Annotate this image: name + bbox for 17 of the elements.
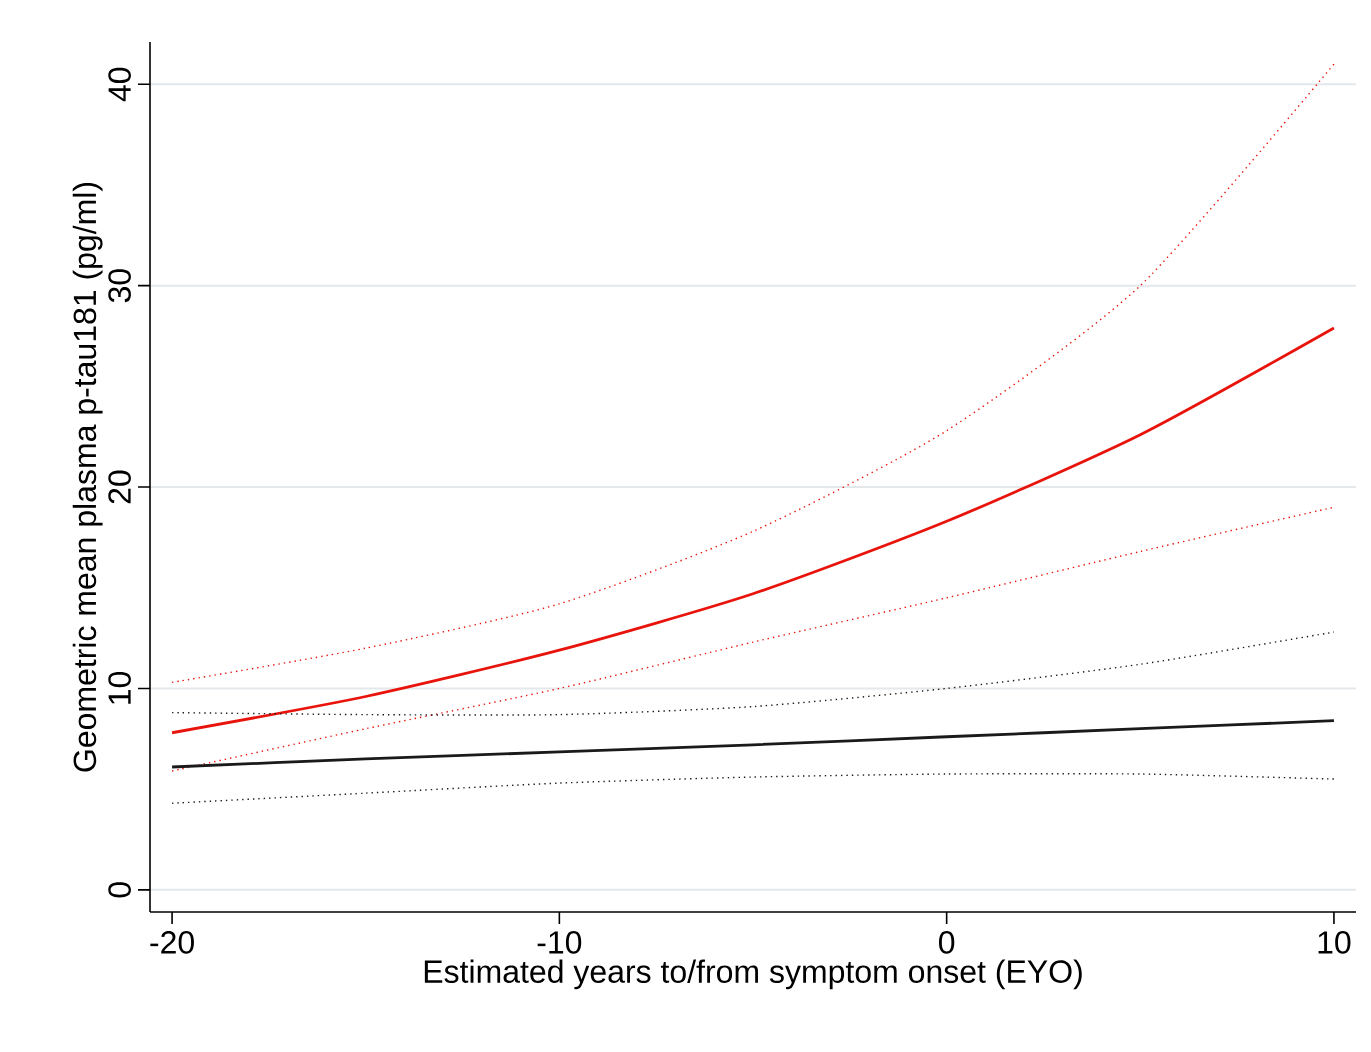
y-tick-label: 20	[108, 470, 131, 504]
line-series	[171, 772, 1335, 804]
line-series	[170, 719, 1336, 769]
line-series	[171, 631, 1335, 716]
x-axis-title: Estimated years to/from symptom onset (EYO)	[424, 959, 1082, 990]
x-tick-label: -20	[150, 931, 194, 954]
x-tick-label: -10	[537, 931, 582, 954]
y-tick-label: 40	[108, 67, 131, 102]
line-series	[171, 63, 1335, 684]
y-tick-label: 0	[108, 882, 131, 898]
x-tick-label: 10	[1318, 931, 1351, 954]
line-series	[171, 506, 1335, 772]
y-tick-label: 10	[108, 671, 131, 704]
y-tick-label: 30	[108, 269, 131, 303]
line-series	[170, 326, 1336, 735]
y-axis-title: Geometric mean plasma p-tau181 (pg/ml)	[72, 182, 103, 772]
x-tick-label: 0	[939, 931, 955, 954]
